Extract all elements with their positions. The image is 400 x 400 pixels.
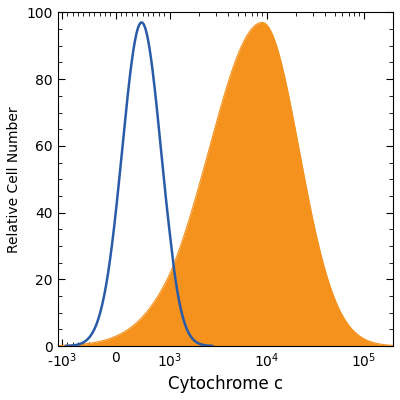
X-axis label: Cytochrome c: Cytochrome c: [168, 375, 283, 393]
Y-axis label: Relative Cell Number: Relative Cell Number: [7, 106, 21, 252]
